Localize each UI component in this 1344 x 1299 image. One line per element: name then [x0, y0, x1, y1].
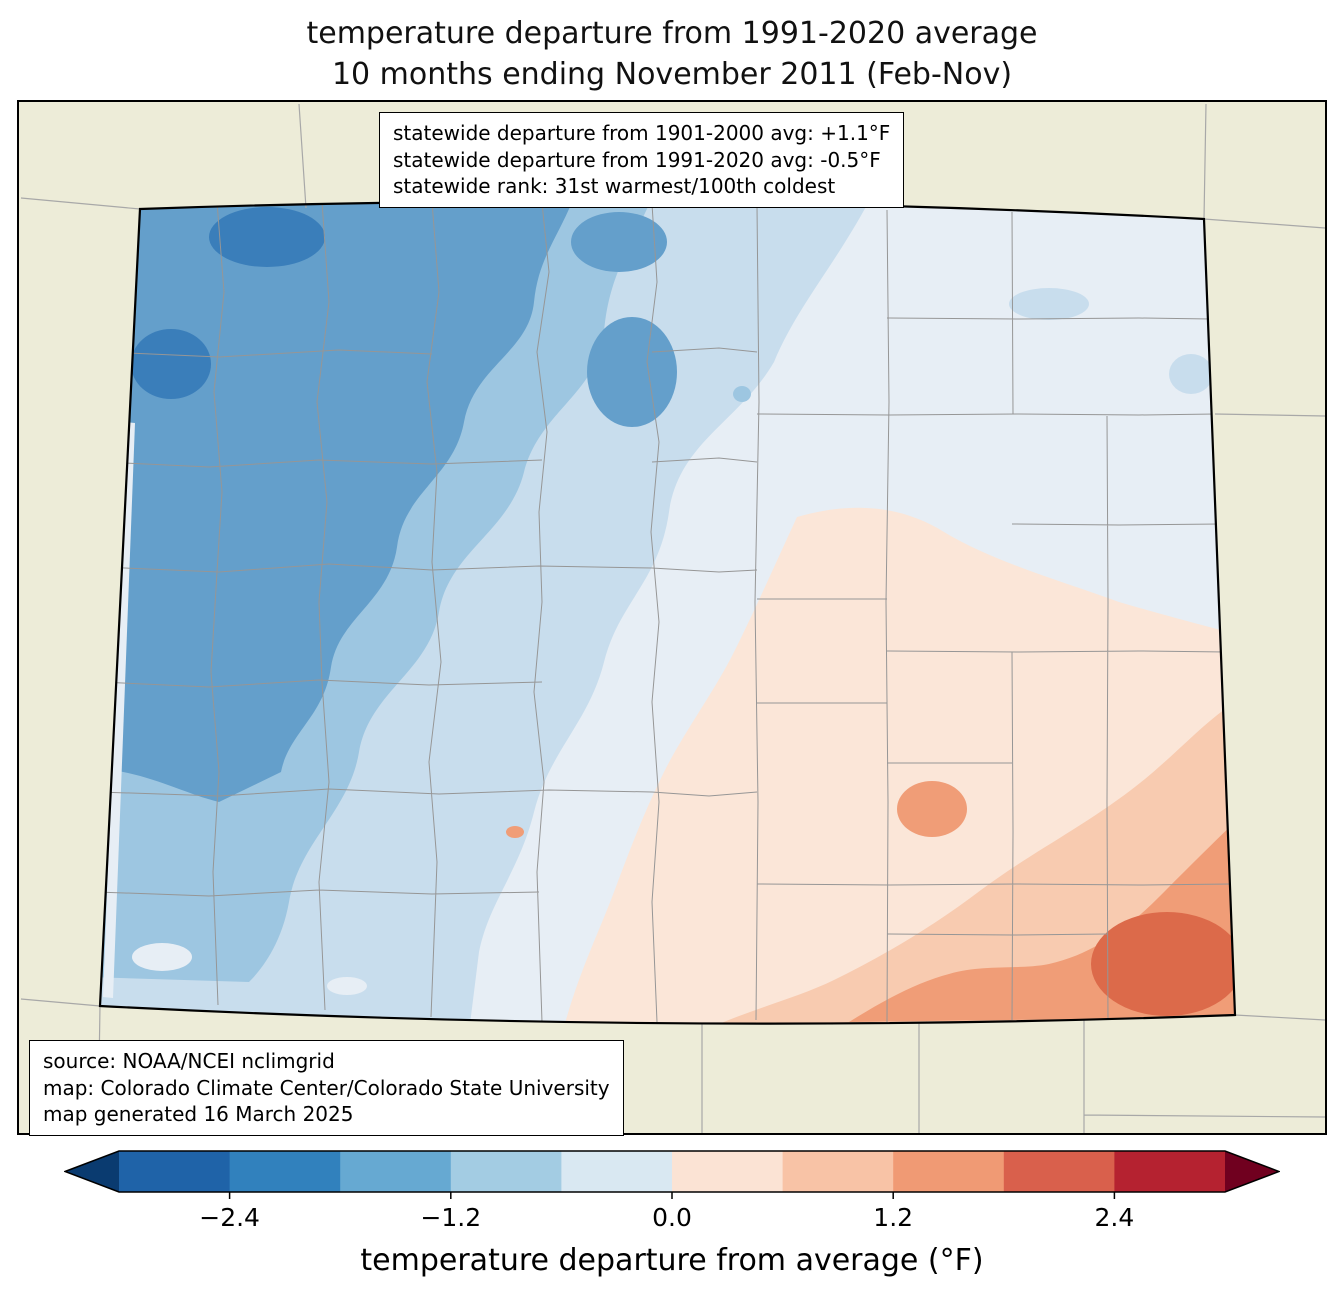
- temp-dot-blue-center: [733, 386, 751, 402]
- stats-box: statewide departure from 1901-2000 avg: …: [379, 112, 905, 208]
- stats-line-2: statewide departure from 1991-2020 avg: …: [393, 147, 881, 172]
- temp-region-blue-mid: [100, 201, 579, 802]
- colorbar-svg: [62, 1150, 1282, 1199]
- colorbar-segment: [340, 1151, 452, 1192]
- colorbar-axis-label: temperature departure from average (°F): [360, 1243, 984, 1278]
- colorbar-tick-label-3: 1.2: [873, 1203, 914, 1232]
- source-box: source: NOAA/NCEI nclimgrid map: Colorad…: [29, 1040, 624, 1136]
- colorbar-tick-label-2: 0.0: [652, 1203, 692, 1232]
- colorbar-tick-marks: [228, 1192, 1116, 1199]
- neighbor-state-lines: [20, 103, 1325, 1133]
- temp-blob-salmon-south: [897, 781, 967, 837]
- colorbar-segment: [1114, 1151, 1225, 1192]
- colorbar-segment: [119, 1151, 231, 1192]
- colorbar-segment: [893, 1151, 1005, 1192]
- temp-blob-blue-deep-west: [131, 329, 211, 399]
- colorbar-right-arrow: [1225, 1151, 1279, 1192]
- temp-blob-blue-mid-top: [571, 212, 667, 272]
- title-line-1: temperature departure from 1991-2020 ave…: [306, 16, 1038, 51]
- county-lines: [100, 201, 1233, 1023]
- colorbar-left-arrow: [65, 1151, 119, 1192]
- temp-blob-red-southeast-core: [1091, 912, 1235, 1016]
- colorbar: [62, 1148, 1282, 1202]
- title-line-2: 10 months ending November 2011 (Feb-Nov): [331, 56, 1013, 92]
- temperature-field: [100, 201, 1235, 1024]
- map-frame: statewide departure from 1901-2000 avg: …: [17, 100, 1327, 1136]
- colorbar-tick-label-4: 2.4: [1094, 1203, 1135, 1232]
- colorbar-segment: [782, 1151, 894, 1192]
- temp-blob-pale-southwest-2: [327, 977, 367, 995]
- source-line-3: map generated 16 March 2025: [43, 1102, 354, 1127]
- temp-blob-blue-mid-east: [587, 317, 677, 427]
- colorbar-outline: [62, 1150, 1282, 1193]
- temp-blob-pale-southwest-1: [132, 943, 192, 971]
- figure-title: temperature departure from 1991-2020 ave…: [0, 14, 1344, 95]
- stats-line-1: statewide departure from 1901-2000 avg: …: [393, 121, 891, 145]
- colorbar-tick-label-1: −1.2: [420, 1203, 482, 1232]
- source-line-1: source: NOAA/NCEI nclimgrid: [43, 1049, 335, 1073]
- colorbar-segment: [1003, 1151, 1115, 1192]
- colorbar-segment: [229, 1151, 341, 1192]
- colorbar-tick-labels: −2.4 −1.2 0.0 1.2 2.4: [64, 1203, 1280, 1235]
- west-edge-pale-strip: [103, 422, 135, 998]
- colorbar-tick-label-0: −2.4: [199, 1203, 260, 1232]
- colorbar-segment: [450, 1151, 562, 1192]
- colorbar-segment: [561, 1151, 673, 1192]
- temp-blob-blue-deep-northwest: [209, 207, 325, 267]
- colorbar-segment: [672, 1151, 784, 1192]
- source-line-2: map: Colorado Climate Center/Colorado St…: [43, 1075, 610, 1100]
- temp-dot-salmon-southcentral: [506, 826, 524, 838]
- colorado-map: [20, 103, 1325, 1133]
- temp-blob-blue-pale-east-edge: [1169, 354, 1213, 394]
- temp-blob-blue-pale-northeast: [1009, 288, 1089, 320]
- stats-line-3: statewide rank: 31st warmest/100th colde…: [393, 174, 836, 199]
